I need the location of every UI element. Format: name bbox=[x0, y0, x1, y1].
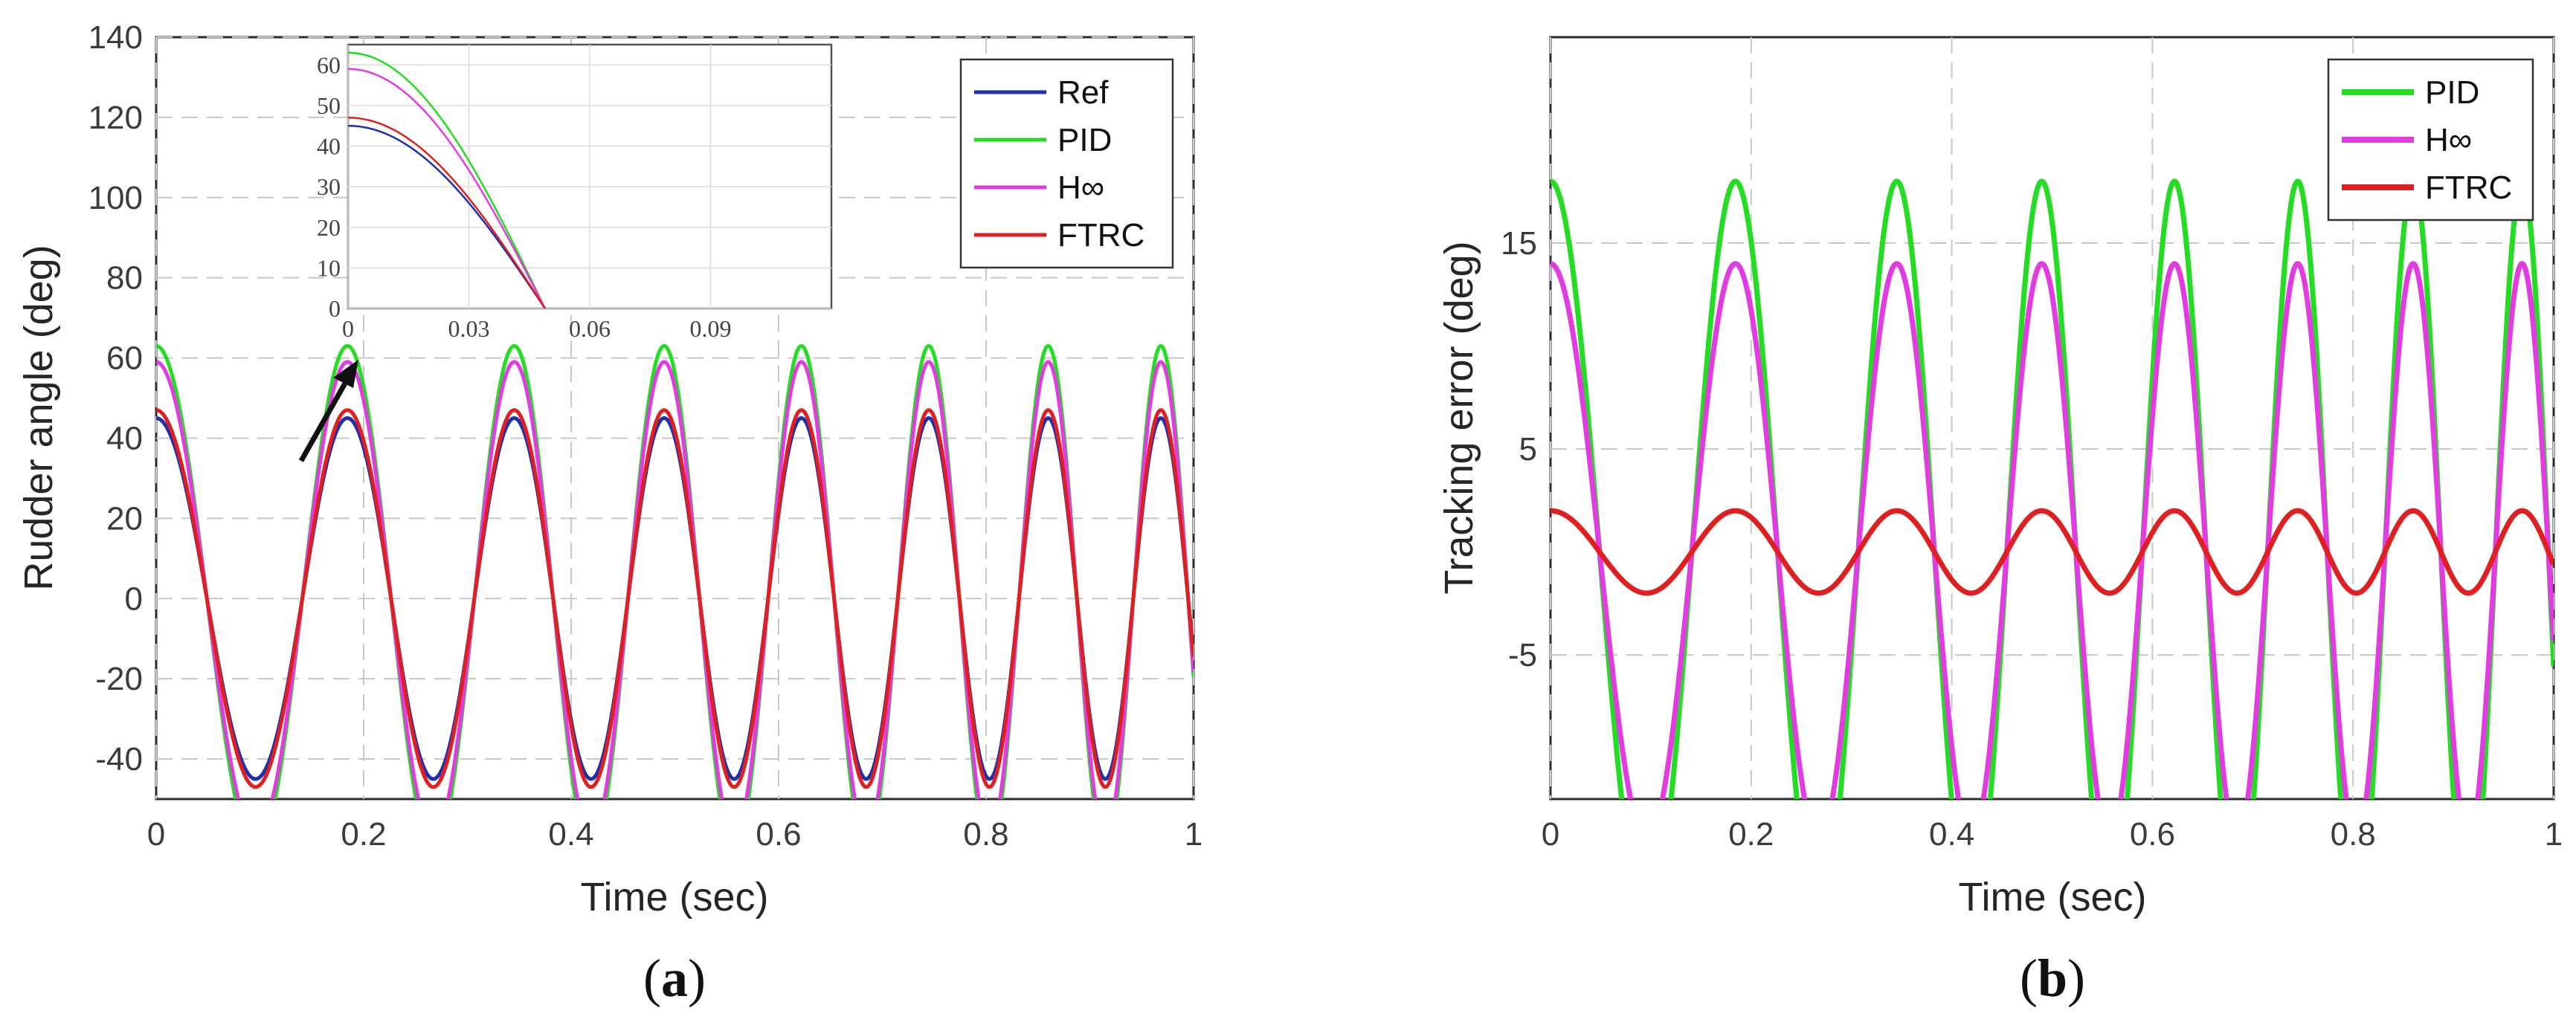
ticks-b: 0 0.2 0.4 0.6 0.8 1 -5 5 15 bbox=[1501, 225, 2563, 853]
legend-label-ftrc: FTRC bbox=[2425, 169, 2512, 206]
caption-a-open: ( bbox=[643, 948, 661, 1008]
y-axis-label-b: Tracking error (deg) bbox=[1437, 241, 1481, 594]
x-tick-label-b: 0 bbox=[1542, 816, 1559, 853]
series-line-hinf bbox=[1551, 261, 2554, 799]
series-group-a bbox=[156, 343, 1194, 799]
y-tick-label-b: 5 bbox=[1519, 431, 1537, 468]
y-tick-label-a: 120 bbox=[88, 100, 143, 136]
caption-b-close: ) bbox=[2067, 948, 2085, 1008]
grid-b bbox=[1550, 37, 2554, 799]
caption-b: (b) bbox=[2020, 948, 2085, 1008]
y-tick-label-b: -5 bbox=[1508, 637, 1537, 673]
x-tick-label-a: 0.8 bbox=[963, 816, 1008, 853]
inset-series-line-ftrc bbox=[348, 117, 547, 308]
y-axis-label-a: Rudder angle (deg) bbox=[16, 245, 61, 590]
inset-x-tick-label: 0.03 bbox=[448, 315, 490, 342]
inset-y-tick-label: 0 bbox=[329, 295, 341, 322]
legend-label-pid: PID bbox=[2425, 74, 2479, 111]
legend-label-ftrc: FTRC bbox=[1057, 217, 1144, 253]
y-tick-label-a: 60 bbox=[106, 340, 143, 377]
legend-box-a bbox=[959, 58, 1174, 269]
inset-y-tick-label: 60 bbox=[317, 51, 341, 78]
inset-x-tick-label: 0.09 bbox=[690, 315, 732, 342]
x-tick-label-b: 0.4 bbox=[1929, 816, 1974, 853]
inset-series-line-ref bbox=[348, 124, 547, 308]
inset-y-tick-label: 40 bbox=[317, 133, 341, 160]
caption-b-letter: b bbox=[2038, 948, 2067, 1008]
x-tick-label-a: 0 bbox=[147, 816, 165, 853]
inset-y-tick-label: 30 bbox=[317, 173, 341, 200]
caption-a: (a) bbox=[643, 948, 706, 1008]
y-tick-label-a: 80 bbox=[106, 260, 143, 297]
inset-chart: 0 0.03 0.06 0.09 0 10 20 30 40 50 60 bbox=[317, 43, 833, 342]
caption-b-open: ( bbox=[2020, 948, 2038, 1008]
legend-label-hinf: H∞ bbox=[1057, 169, 1104, 206]
x-tick-label-b: 1 bbox=[2545, 816, 2563, 853]
inset-x-tick-label: 0 bbox=[342, 315, 354, 342]
caption-a-letter: a bbox=[661, 948, 688, 1008]
y-tick-label-a: 140 bbox=[88, 19, 143, 56]
inset-y-tick-label: 20 bbox=[317, 214, 341, 241]
x-tick-label-a: 0.6 bbox=[756, 816, 801, 853]
legend-label-hinf: H∞ bbox=[2425, 122, 2472, 158]
series-line-ftrc bbox=[1551, 508, 2554, 596]
inset-x-tick-label: 0.06 bbox=[569, 315, 611, 342]
x-axis-label-b: Time (sec) bbox=[1959, 875, 2147, 919]
inset-series-line-pid bbox=[348, 51, 547, 308]
inset-arrow-head bbox=[333, 360, 358, 388]
x-tick-label-b: 0.2 bbox=[1728, 816, 1774, 853]
y-tick-label-a: -20 bbox=[95, 661, 143, 697]
y-tick-label-a: 40 bbox=[106, 420, 143, 456]
legend-label-ref: Ref bbox=[1057, 74, 1109, 111]
legend-a: Ref PID H∞ FTRC bbox=[959, 58, 1174, 269]
x-axis-label-a: Time (sec) bbox=[581, 875, 769, 919]
y-tick-label-a: 100 bbox=[88, 180, 143, 216]
inset-series-line-hinf bbox=[348, 68, 547, 308]
series-group-b bbox=[1551, 178, 2554, 799]
inset-series-group bbox=[348, 51, 547, 308]
legend-b: PID H∞ FTRC bbox=[2327, 58, 2534, 222]
y-tick-label-a: -40 bbox=[95, 741, 143, 777]
inset-arrow bbox=[298, 374, 352, 462]
inset-y-tick-label: 10 bbox=[317, 254, 341, 281]
inset-y-tick-label: 50 bbox=[317, 92, 341, 119]
x-tick-label-a: 0.2 bbox=[341, 816, 386, 853]
legend-label-pid: PID bbox=[1057, 122, 1112, 158]
y-tick-label-a: 0 bbox=[125, 581, 143, 617]
panel-b: PID H∞ FTRC 0 0.2 0.4 0.6 0.8 1 -5 5 15 Time (sec)… bbox=[1437, 36, 2563, 1008]
caption-a-close: ) bbox=[688, 948, 706, 1008]
y-tick-label-a: 20 bbox=[106, 500, 143, 537]
x-tick-label-b: 0.6 bbox=[2130, 816, 2175, 853]
y-tick-label-b: 15 bbox=[1501, 225, 1537, 262]
x-tick-label-a: 0.4 bbox=[548, 816, 593, 853]
series-line-ftrc bbox=[156, 408, 1194, 789]
x-tick-label-a: 1 bbox=[1185, 816, 1202, 853]
x-tick-label-b: 0.8 bbox=[2331, 816, 2376, 853]
